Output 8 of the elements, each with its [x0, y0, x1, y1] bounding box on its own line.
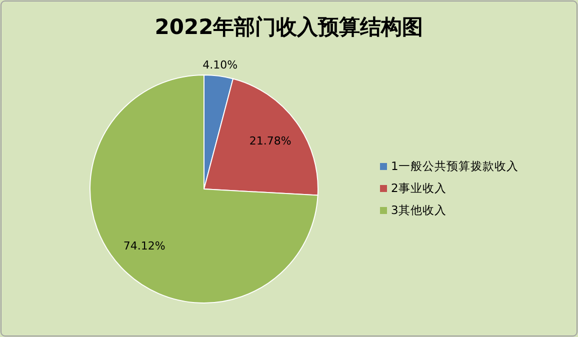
legend-label: 3其他收入	[391, 203, 446, 217]
data-label: 74.12%	[123, 239, 166, 252]
data-label: 21.78%	[249, 134, 292, 148]
data-label: 4.10%	[202, 58, 238, 72]
legend-label: 1一般公共预算拨款收入	[391, 159, 518, 173]
legend-label: 2事业收入	[391, 181, 446, 195]
pie-slice	[90, 74, 318, 304]
chart-title: 2022年部门收入预算结构图	[154, 15, 424, 39]
